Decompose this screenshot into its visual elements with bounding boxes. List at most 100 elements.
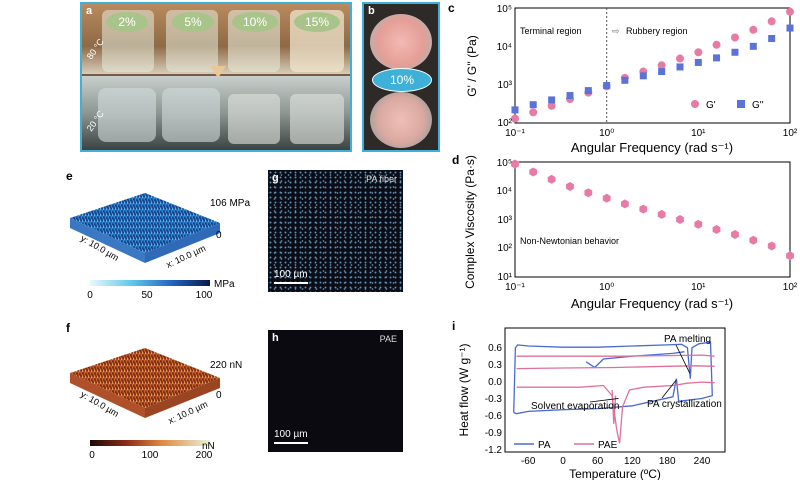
d-point-complex-viscosity bbox=[694, 219, 703, 229]
i-x-axis-label: Temperature (ºC) bbox=[569, 467, 661, 480]
c-xtick: 10⁻¹ bbox=[505, 128, 525, 139]
c-xtick: 10² bbox=[783, 128, 798, 139]
c-point-g-prime bbox=[657, 61, 666, 70]
i-arrow-melting bbox=[675, 344, 691, 374]
i-ytick: -0.3 bbox=[485, 394, 503, 405]
i-arrow-crystallization bbox=[661, 379, 677, 399]
c-point-g-double-prime bbox=[749, 42, 757, 50]
c-point-g-prime bbox=[694, 48, 703, 57]
i-ytick: 0.6 bbox=[488, 343, 502, 354]
c-y-ticks: 10² 10³ 10⁴ 10⁵ bbox=[497, 4, 513, 129]
i-ytick: -0.9 bbox=[485, 428, 503, 439]
c-legend-g-double-prime: G'' bbox=[752, 100, 764, 111]
i-ytick: -0.6 bbox=[485, 411, 503, 422]
d-point-complex-viscosity bbox=[712, 225, 721, 234]
panel-label-g: g bbox=[272, 172, 279, 184]
d-ytick: 10⁴ bbox=[497, 186, 512, 197]
h-title: PAE bbox=[379, 334, 397, 344]
panel-label-c: c bbox=[448, 1, 455, 15]
d-point-complex-viscosity bbox=[511, 159, 519, 169]
i-curve-pae bbox=[516, 354, 715, 357]
i-legend-pa: PA bbox=[538, 440, 551, 451]
c-plot-frame bbox=[514, 7, 791, 124]
vial-top-view bbox=[370, 14, 432, 70]
c-point-g-prime bbox=[547, 101, 556, 110]
e-surface-left bbox=[70, 218, 145, 263]
c-point-g-double-prime bbox=[768, 35, 776, 43]
i-xtick: 240 bbox=[694, 456, 711, 467]
c-point-g-prime bbox=[511, 114, 519, 123]
concentration-badge: 10% bbox=[372, 68, 432, 92]
i-y-ticks: 0.6 0.3 0.0 -0.3 -0.6 -0.9 -1.2 bbox=[485, 343, 503, 456]
c-legend-g-double-prime-marker bbox=[737, 100, 745, 108]
c-point-g-double-prime bbox=[529, 101, 537, 109]
d-point-complex-viscosity bbox=[584, 188, 593, 198]
c-x-axis-label: Angular Frequency (rad s⁻¹) bbox=[571, 140, 733, 155]
d-point-complex-viscosity bbox=[657, 209, 666, 219]
c-arrow-icon: ⇨ bbox=[612, 26, 620, 36]
i-x-ticks: -60 0 60 120 180 240 bbox=[521, 456, 711, 467]
d-xtick: 10⁻¹ bbox=[505, 282, 525, 293]
e-cb-tick: 100 bbox=[196, 290, 213, 301]
f-cb-unit: nN bbox=[202, 441, 215, 452]
d-x-ticks: 10⁻¹ 10⁰ 10¹ 10² bbox=[505, 282, 798, 293]
i-curve-pa bbox=[585, 351, 685, 369]
c-point-g-double-prime bbox=[621, 76, 629, 84]
d-xtick: 10¹ bbox=[691, 282, 706, 293]
i-curve-pae bbox=[611, 389, 617, 424]
c-point-g-double-prime bbox=[548, 96, 556, 104]
d-point-complex-viscosity bbox=[767, 241, 776, 251]
c-ytick: 10³ bbox=[498, 80, 513, 91]
i-ytick: -1.2 bbox=[485, 445, 503, 456]
d-point-complex-viscosity bbox=[602, 193, 611, 203]
panel-g-micrograph: g PA fiber 100 µm bbox=[268, 170, 403, 292]
i-ytick: 0.3 bbox=[488, 360, 502, 371]
i-xtick: -60 bbox=[521, 456, 536, 467]
i-annotation-melting: PA melting bbox=[664, 334, 711, 345]
c-point-g-double-prime bbox=[731, 48, 739, 56]
c-annotation-rubbery: Rubbery region bbox=[626, 26, 688, 36]
c-point-g-double-prime bbox=[694, 58, 702, 66]
d-annotation-non-newtonian: Non-Newtonian behavior bbox=[520, 236, 619, 246]
g-title: PA fiber bbox=[366, 174, 397, 184]
panel-label-h: h bbox=[272, 332, 279, 344]
h-scalebar-label: 100 µm bbox=[274, 429, 308, 440]
f-z-max: 220 nN bbox=[210, 360, 242, 371]
i-curve-pae bbox=[516, 365, 715, 370]
c-point-g-double-prime bbox=[603, 82, 611, 90]
d-point-complex-viscosity bbox=[676, 215, 684, 224]
c-point-g-double-prime bbox=[566, 92, 574, 100]
d-xtick: 10² bbox=[783, 282, 798, 293]
f-z-min: 0 bbox=[216, 390, 222, 401]
d-point-complex-viscosity bbox=[731, 230, 739, 239]
d-ytick: 10¹ bbox=[498, 272, 513, 283]
i-xtick: 60 bbox=[592, 456, 604, 467]
f-colorbar bbox=[90, 440, 210, 446]
c-point-g-double-prime bbox=[639, 72, 647, 80]
f-surface-left bbox=[70, 373, 145, 418]
f-cb-tick: 100 bbox=[142, 450, 159, 461]
d-xtick: 10⁰ bbox=[599, 282, 614, 293]
i-xtick: 180 bbox=[659, 456, 676, 467]
c-point-g-prime bbox=[529, 108, 538, 117]
panel-i-chart: i PA melting PA crystallization Solvent … bbox=[452, 319, 726, 480]
i-y-axis-label: Heat flow (W g⁻¹) bbox=[457, 343, 471, 436]
concentration-label-5pct: 5% bbox=[172, 12, 214, 32]
concentration-label-10pct: 10% bbox=[232, 12, 278, 32]
e-z-min: 0 bbox=[216, 230, 222, 241]
g-scalebar-label: 100 µm bbox=[274, 269, 308, 280]
g-scalebar bbox=[274, 282, 308, 284]
panel-b-photo: 10% b bbox=[362, 2, 440, 152]
panel-a-photo: 2% 5% 10% 15% 80 °C 20 °C a bbox=[80, 2, 352, 152]
i-curve-pae bbox=[516, 381, 715, 444]
c-point-g-double-prime bbox=[511, 106, 519, 114]
d-ytick: 10⁵ bbox=[497, 158, 512, 169]
i-xtick: 0 bbox=[560, 456, 566, 467]
vial-6 bbox=[162, 88, 220, 142]
h-scalebar bbox=[274, 442, 308, 444]
i-curve-pa bbox=[513, 341, 713, 415]
e-cb-tick: 50 bbox=[141, 290, 153, 301]
c-legend-g-prime: G' bbox=[706, 100, 716, 111]
panel-f-afm-force: f 220 nN 0 y: 10.0 µm x: 10.0 µm 0 100 2… bbox=[66, 321, 242, 461]
c-annotation-terminal: Terminal region bbox=[520, 26, 582, 36]
